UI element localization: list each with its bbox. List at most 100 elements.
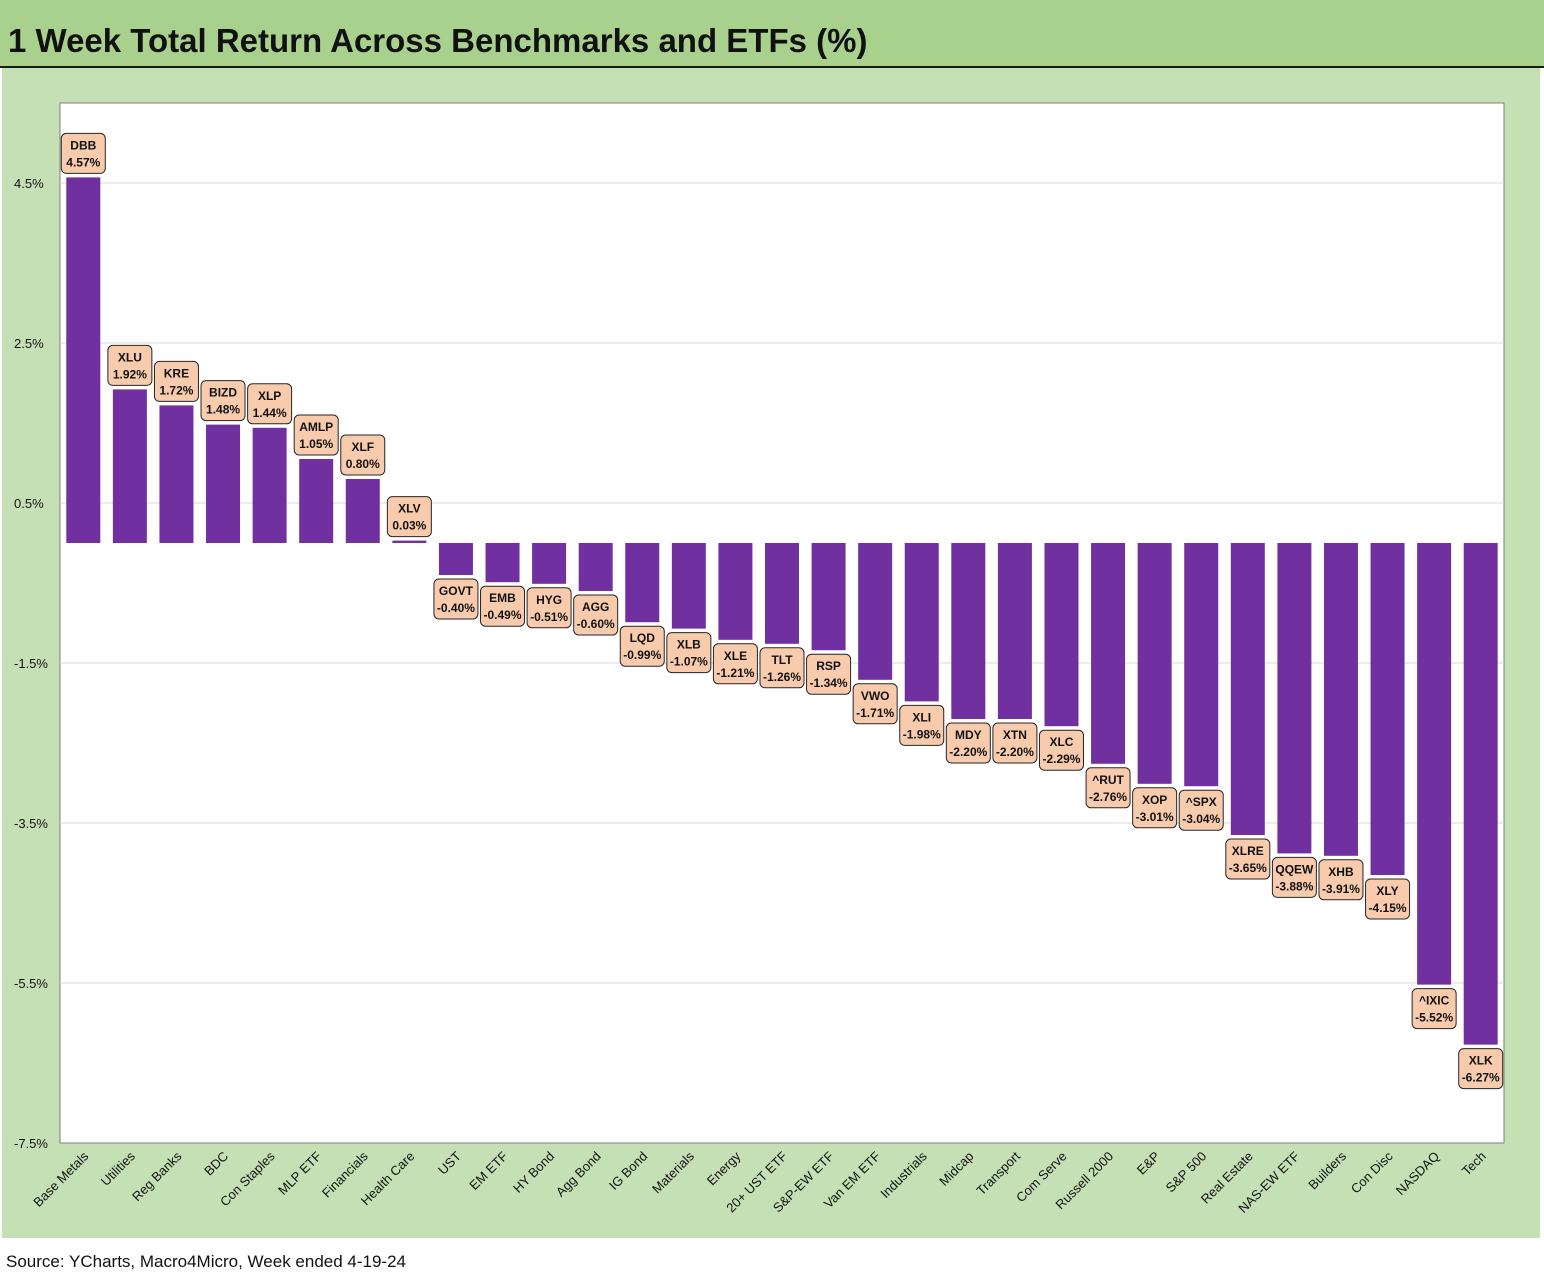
bar xyxy=(1463,543,1498,1045)
bar xyxy=(345,479,380,543)
data-label-value: -0.40% xyxy=(437,601,475,615)
bar xyxy=(438,543,473,575)
data-label: GOVT -0.40% xyxy=(433,578,479,620)
data-label-value: -1.71% xyxy=(856,706,894,720)
bar xyxy=(1417,543,1452,985)
bar xyxy=(299,459,334,543)
data-label-value: -1.98% xyxy=(903,727,941,741)
x-tick-label: Tech xyxy=(1459,1149,1489,1179)
bar-chart: 4.5% 2.5% 0.5% -1.5% -3.5% -5.5% -7.5% Base Me… xyxy=(14,102,1505,1216)
data-label: RSP -1.34% xyxy=(806,653,852,695)
data-label-box xyxy=(60,132,106,174)
data-label-ticker: KRE xyxy=(164,366,189,380)
data-label-box xyxy=(480,585,526,627)
data-label-ticker: XLI xyxy=(912,710,931,724)
data-label: XLY -4.15% xyxy=(1365,878,1411,920)
data-label: XLU 1.92% xyxy=(107,344,153,386)
bar xyxy=(1091,543,1126,764)
data-label-box xyxy=(340,434,386,476)
data-label-box xyxy=(1178,789,1224,831)
bar xyxy=(1137,543,1172,784)
bar xyxy=(532,543,567,584)
bar xyxy=(1230,543,1265,835)
data-label-value: -1.26% xyxy=(763,670,801,684)
data-label-value: -0.60% xyxy=(577,617,615,631)
chart-title: 1 Week Total Return Across Benchmarks an… xyxy=(8,22,868,59)
y-tick-label: -3.5% xyxy=(14,816,48,831)
data-label-value: 1.72% xyxy=(159,383,193,397)
data-label-box xyxy=(666,632,712,674)
data-label-ticker: XHB xyxy=(1328,865,1354,879)
data-label: XLF 0.80% xyxy=(340,434,386,476)
bar xyxy=(112,389,147,543)
data-label-value: 0.80% xyxy=(346,457,380,471)
y-axis-ticks: 4.5% 2.5% 0.5% -1.5% -3.5% -5.5% -7.5% xyxy=(14,176,48,1151)
x-tick-label: Reg Banks xyxy=(129,1148,185,1204)
x-tick-label: UST xyxy=(435,1148,464,1177)
data-label-ticker: XLP xyxy=(258,389,281,403)
data-label: AMLP 1.05% xyxy=(293,414,339,456)
title-bar: 1 Week Total Return Across Benchmarks an… xyxy=(0,0,1544,68)
bar xyxy=(578,543,613,591)
data-label-value: -2.20% xyxy=(949,745,987,759)
bar xyxy=(1277,543,1312,854)
data-label: DBB 4.57% xyxy=(60,132,106,174)
data-label-value: 0.03% xyxy=(392,519,426,533)
data-label-ticker: BIZD xyxy=(209,386,237,400)
data-label: QQEW -3.88% xyxy=(1271,856,1317,898)
data-label-box xyxy=(247,383,293,425)
data-label: XLK -6.27% xyxy=(1458,1048,1504,1090)
data-label-ticker: LQD xyxy=(630,631,656,645)
data-label: XHB -3.91% xyxy=(1318,859,1364,901)
bars xyxy=(66,177,1498,1045)
x-tick-label: E&P xyxy=(1134,1149,1163,1178)
data-label: XLE -1.21% xyxy=(712,643,758,685)
x-tick-label: Industrials xyxy=(877,1148,930,1201)
data-label-box xyxy=(1132,787,1178,829)
bar xyxy=(392,540,427,543)
bar xyxy=(904,543,939,702)
data-label-box xyxy=(153,360,199,402)
bar xyxy=(252,427,287,543)
data-labels: DBB 4.57% XLU 1.92% KRE 1.72% BIZD 1.48% XLP 1.44… xyxy=(60,132,1504,1090)
data-label-box xyxy=(293,414,339,456)
data-label-box xyxy=(852,683,898,725)
bar xyxy=(718,543,753,640)
y-tick-label: 2.5% xyxy=(14,336,44,351)
data-label-value: 1.48% xyxy=(206,403,240,417)
data-label-ticker: QQEW xyxy=(1275,862,1314,876)
y-tick-label: -7.5% xyxy=(14,1136,48,1151)
data-label-box xyxy=(619,625,665,667)
data-label-ticker: VWO xyxy=(861,689,890,703)
data-label-box xyxy=(945,722,991,764)
data-label-value: -5.52% xyxy=(1415,1011,1453,1025)
y-tick-label: 0.5% xyxy=(14,496,44,511)
data-label: XLC -2.29% xyxy=(1038,729,1084,771)
data-label: XLRE -3.65% xyxy=(1225,838,1271,880)
data-label-box xyxy=(526,587,572,629)
bar xyxy=(159,405,194,543)
data-label-ticker: HYG xyxy=(536,593,562,607)
data-label-box xyxy=(806,653,852,695)
data-label-value: 1.05% xyxy=(299,437,333,451)
x-tick-label: Materials xyxy=(649,1148,697,1196)
bar xyxy=(765,543,799,644)
data-label-value: -3.01% xyxy=(1136,810,1174,824)
data-label-ticker: XLY xyxy=(1376,884,1398,898)
y-tick-label: -5.5% xyxy=(14,976,48,991)
data-label: EMB -0.49% xyxy=(480,585,526,627)
x-tick-label: EM ETF xyxy=(466,1148,510,1192)
bar xyxy=(66,177,101,543)
data-label-ticker: XOP xyxy=(1142,793,1167,807)
data-label-box xyxy=(573,594,619,636)
data-label-box xyxy=(1318,859,1364,901)
data-label-box xyxy=(386,496,432,538)
data-label-ticker: GOVT xyxy=(439,584,474,598)
data-label-ticker: TLT xyxy=(771,653,793,667)
y-tick-label: 4.5% xyxy=(14,176,44,191)
data-label: HYG -0.51% xyxy=(526,587,572,629)
data-label-value: -0.99% xyxy=(623,648,661,662)
bar xyxy=(625,543,660,623)
data-label-ticker: XLV xyxy=(398,502,420,516)
